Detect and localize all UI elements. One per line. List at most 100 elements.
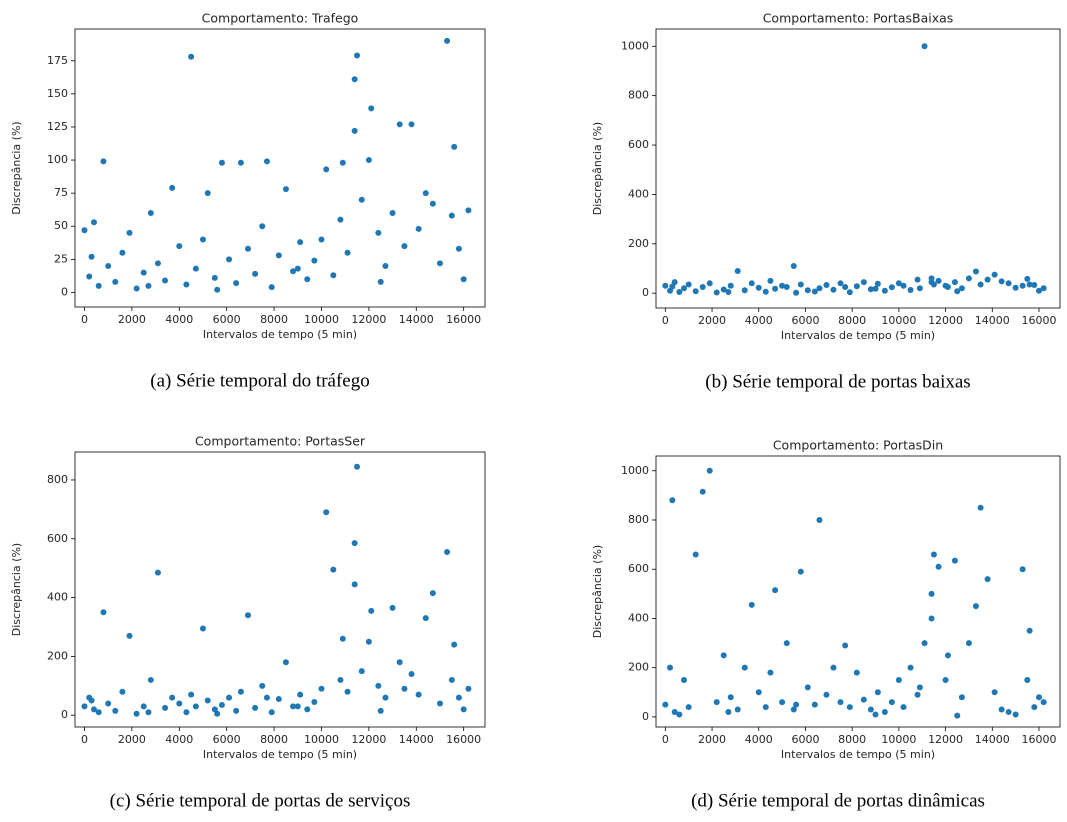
point — [204, 697, 211, 704]
point — [727, 282, 734, 289]
point — [1005, 708, 1012, 715]
point — [797, 281, 804, 288]
point — [233, 707, 240, 714]
point — [192, 703, 199, 710]
point — [874, 280, 881, 287]
point — [846, 704, 853, 711]
x-tick-label: 10000 — [881, 733, 916, 746]
point — [199, 625, 206, 632]
point — [304, 706, 311, 713]
chart-title: Comportamento: Trafego — [202, 11, 359, 26]
point — [377, 707, 384, 714]
point — [734, 267, 741, 274]
x-tick-label: 2000 — [698, 733, 726, 746]
point — [311, 257, 318, 264]
point — [676, 288, 683, 295]
point — [895, 676, 902, 683]
point — [1026, 281, 1033, 288]
point — [188, 53, 195, 60]
point — [95, 709, 102, 716]
point — [233, 280, 240, 287]
caption: (b) Série temporal de portas baixas — [705, 371, 970, 392]
point — [816, 516, 823, 523]
y-axis-label: Discrepância (%) — [10, 543, 23, 636]
point — [444, 549, 451, 555]
y-tick-label: 0 — [642, 286, 649, 299]
point — [823, 282, 830, 289]
point — [105, 262, 112, 269]
point — [389, 604, 396, 611]
point — [154, 260, 161, 267]
point — [415, 691, 422, 698]
y-tick-label: 75 — [54, 186, 68, 199]
caption: (c) Série temporal de portas de serviços — [110, 790, 411, 811]
point — [830, 664, 837, 671]
x-tick-label: 0 — [662, 733, 669, 746]
point — [1024, 676, 1031, 683]
y-tick-label: 150 — [47, 87, 68, 100]
x-tick-label: 12000 — [351, 733, 386, 746]
point — [720, 286, 727, 293]
point — [900, 704, 907, 711]
y-tick-label: 1000 — [621, 39, 649, 52]
point — [755, 689, 762, 696]
point — [105, 700, 112, 707]
point — [713, 699, 720, 706]
point — [914, 276, 921, 283]
point — [408, 671, 415, 678]
point — [725, 288, 732, 295]
point — [344, 249, 351, 256]
point — [921, 43, 928, 50]
y-tick-label: 800 — [628, 89, 649, 102]
point — [772, 587, 779, 594]
point — [972, 268, 979, 275]
point — [667, 664, 674, 671]
point — [762, 704, 769, 711]
point — [930, 551, 937, 558]
point — [112, 278, 119, 285]
x-tick-label: 8000 — [838, 733, 866, 746]
point — [237, 159, 244, 166]
point — [119, 249, 126, 256]
point — [916, 684, 923, 691]
point — [444, 37, 451, 44]
point — [140, 703, 147, 710]
point — [772, 285, 779, 292]
point — [681, 676, 688, 683]
point — [396, 121, 403, 128]
point — [211, 274, 218, 281]
point — [951, 557, 958, 564]
point — [954, 712, 961, 719]
point — [368, 607, 375, 614]
x-tick-label: 6000 — [791, 314, 819, 327]
point — [692, 551, 699, 558]
point — [790, 706, 797, 713]
point — [375, 229, 382, 236]
x-axis-label: Intervalos de tempo (5 min) — [203, 748, 357, 761]
point — [685, 281, 692, 288]
chart-title: Comportamento: PortasSer — [195, 434, 366, 449]
point — [935, 563, 942, 570]
point — [1012, 284, 1019, 291]
point — [422, 615, 429, 622]
point — [972, 603, 979, 610]
point — [282, 659, 289, 666]
point — [669, 283, 676, 290]
point — [662, 701, 669, 708]
point — [401, 243, 408, 250]
point — [344, 688, 351, 695]
point — [162, 277, 169, 284]
point — [429, 200, 436, 207]
point — [692, 288, 699, 295]
point — [930, 281, 937, 288]
point — [706, 280, 713, 287]
point — [351, 581, 358, 588]
point — [389, 210, 396, 217]
point — [90, 706, 97, 713]
point — [218, 701, 225, 708]
point — [853, 283, 860, 290]
point — [842, 284, 849, 291]
point — [339, 159, 346, 166]
point — [734, 706, 741, 713]
point — [401, 685, 408, 692]
